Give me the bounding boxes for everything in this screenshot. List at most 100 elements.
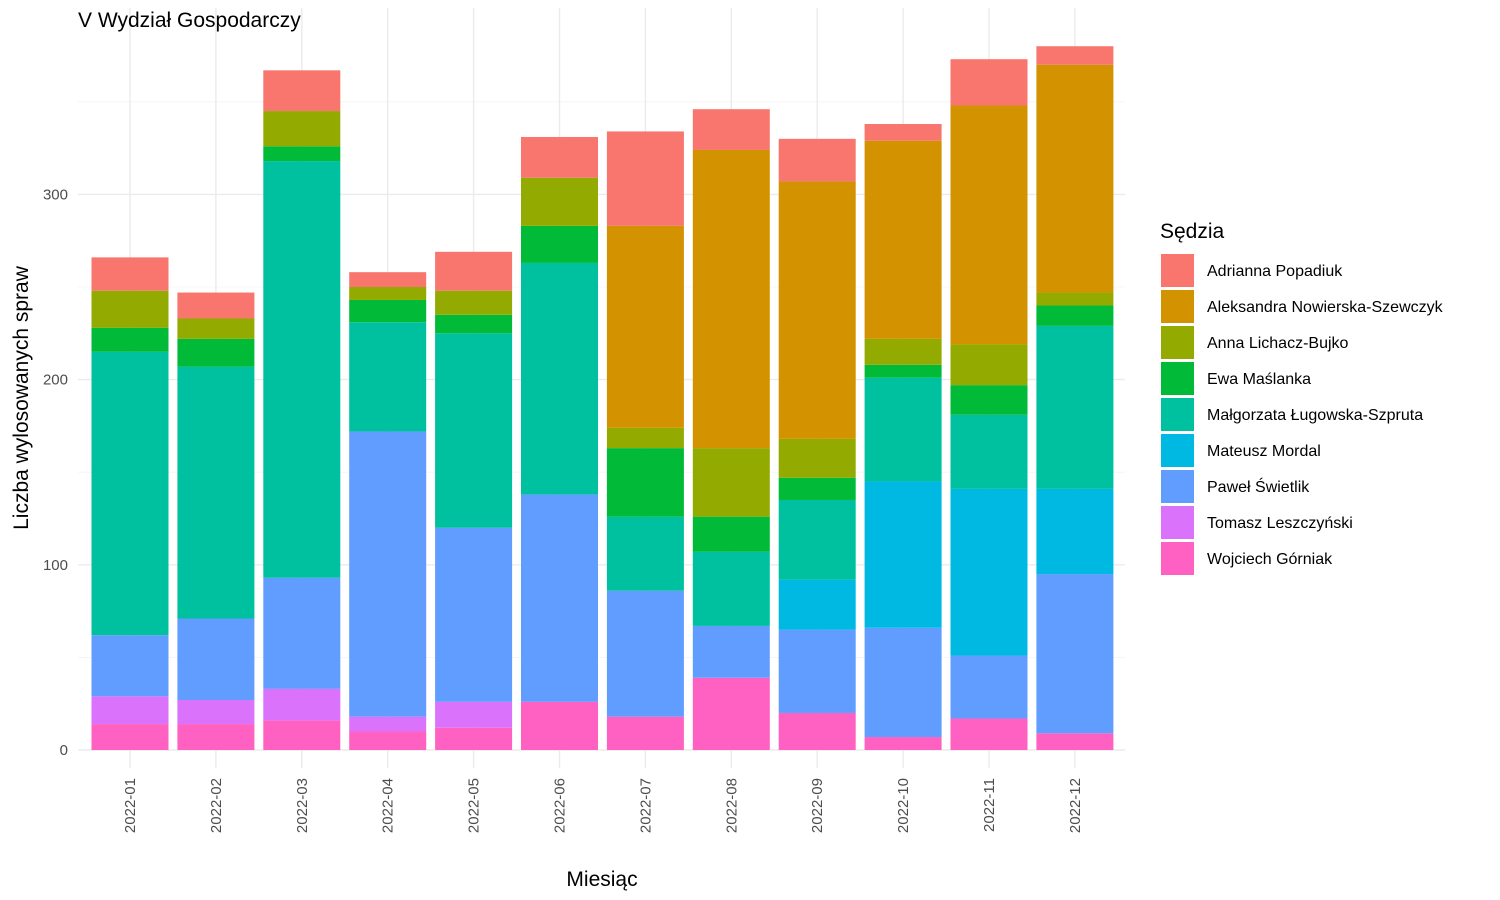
bar-segment [950, 414, 1028, 489]
x-tick-label: 2022-12 [1067, 778, 1084, 833]
chart-title: V Wydział Gospodarczy [78, 9, 301, 32]
bar-segment [1036, 488, 1114, 575]
bar-segment [950, 655, 1028, 719]
bar-segment [349, 431, 427, 717]
bar-segment [692, 149, 770, 449]
legend-key [1161, 506, 1194, 539]
x-axis-title: Miesiąc [566, 868, 637, 891]
bar-segment [864, 737, 942, 750]
bar-segment [177, 338, 255, 367]
bar-segment [263, 161, 341, 578]
bar-segment [1036, 325, 1114, 489]
bar-segment [778, 181, 856, 439]
bar-segment [606, 448, 684, 517]
bar-segment [778, 499, 856, 580]
bar-segment [263, 720, 341, 750]
bar-segment [521, 262, 598, 495]
bar-segment [91, 257, 169, 291]
x-tick-label: 2022-05 [466, 778, 483, 833]
bar-segment [1036, 46, 1114, 65]
bar-segment [435, 314, 513, 334]
legend-label: Anna Lichacz-Bujko [1207, 335, 1349, 352]
bar-segment [950, 488, 1028, 656]
legend-label: Ewa Maślanka [1207, 371, 1311, 388]
bar-segment [349, 299, 427, 323]
bar-segment [1036, 733, 1114, 750]
bar-segment [606, 225, 684, 428]
x-tick-label: 2022-04 [380, 778, 397, 833]
bar-segment [692, 677, 770, 750]
bar-segment [521, 136, 598, 178]
x-tick-label: 2022-09 [809, 778, 826, 833]
bar-segment [263, 111, 341, 147]
bar-segment [778, 438, 856, 478]
bar-segment [435, 527, 513, 702]
bar-segment [177, 724, 255, 750]
y-tick-label: 300 [43, 186, 68, 203]
bar-segment [778, 712, 856, 750]
legend-key [1161, 542, 1194, 575]
bar-segment [692, 448, 770, 517]
bar-segment [778, 629, 856, 713]
bar-segment [778, 138, 856, 182]
bar-segment [864, 124, 942, 141]
x-tick-label: 2022-10 [895, 778, 912, 833]
legend-label: Adrianna Popadiuk [1207, 263, 1343, 280]
bar-segment [1036, 64, 1114, 293]
bar-segment [606, 590, 684, 717]
bar-segment [349, 322, 427, 432]
bar-segment [778, 477, 856, 500]
x-tick-label: 2022-07 [637, 778, 654, 833]
bar-segment [263, 70, 341, 112]
bar-segment [864, 627, 942, 738]
bar-segment [864, 377, 942, 482]
bar-segment [263, 577, 341, 689]
legend-label: Paweł Świetlik [1207, 477, 1310, 496]
x-tick-label: 2022-03 [294, 778, 311, 833]
bar-segment [91, 327, 169, 352]
legend-label: Tomasz Leszczyński [1207, 515, 1353, 532]
bar-segment [91, 351, 169, 636]
bar-segment [91, 635, 169, 697]
bar-segment [177, 292, 255, 319]
legend-key [1161, 254, 1194, 287]
bar-segment [864, 140, 942, 339]
bar-segment [606, 516, 684, 591]
bar-segment [263, 146, 341, 162]
bar-segment [864, 338, 942, 365]
bar-segment [692, 551, 770, 626]
legend-label: Mateusz Mordal [1207, 443, 1321, 460]
y-tick-label: 100 [43, 557, 68, 574]
y-axis-ticks: 0 100 200 300 [43, 186, 68, 759]
x-tick-label: 2022-01 [122, 778, 139, 833]
legend-key [1161, 398, 1194, 431]
bar-segment [606, 427, 684, 449]
bar-segment [778, 579, 856, 630]
legend-label: Aleksandra Nowierska-Szewczyk [1207, 299, 1444, 316]
bar-segment [91, 696, 169, 725]
bar-segment [521, 701, 598, 750]
bar-segment [692, 516, 770, 552]
bar-segment [177, 618, 255, 700]
legend-label: Wojciech Górniak [1207, 551, 1333, 568]
bar-segment [349, 287, 427, 300]
bar-segment [1036, 574, 1114, 734]
legend-key [1161, 290, 1194, 323]
x-axis-ticks: 2022-01 2022-02 2022-03 2022-04 2022-05 2022-… [122, 778, 1084, 833]
bar-segment [91, 290, 169, 328]
bar-segment [521, 225, 598, 263]
legend-key [1161, 470, 1194, 503]
x-tick-label: 2022-11 [981, 778, 998, 832]
legend: Sędzia Adrianna Popadiuk Aleksandra Nowie… [1160, 220, 1444, 575]
bar-segment [177, 318, 255, 339]
bar-segment [349, 716, 427, 732]
bar-segment [521, 494, 598, 702]
bar-segment [950, 344, 1028, 386]
bar-segment [1036, 292, 1114, 306]
bar-segment [435, 727, 513, 750]
bar-segment [435, 251, 513, 291]
bar-segment [864, 481, 942, 628]
legend-title: Sędzia [1160, 220, 1225, 243]
y-axis-title: Liczba wylosowanych spraw [10, 265, 33, 530]
